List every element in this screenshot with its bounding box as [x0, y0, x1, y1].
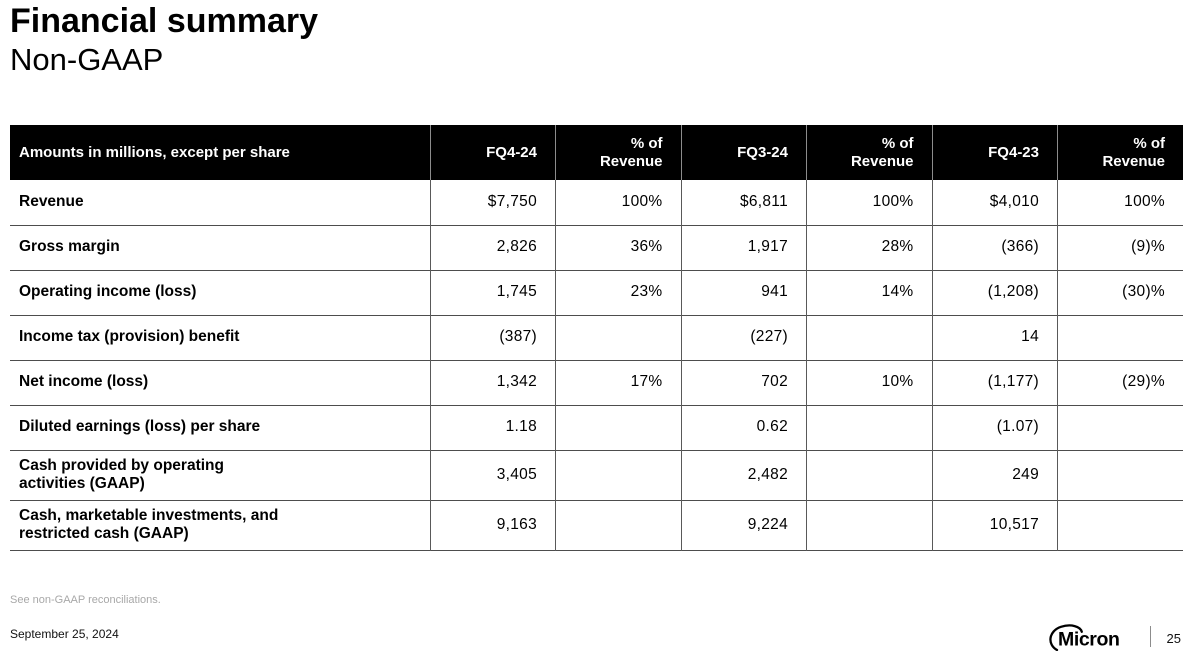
- column-header: FQ3-24: [680, 125, 807, 180]
- row-label: Gross margin: [10, 224, 430, 270]
- cell-value: (227): [680, 314, 807, 360]
- table-row: Cash provided by operating activities (G…: [10, 449, 1183, 501]
- cell-value: [555, 499, 681, 551]
- cell-value: 1,342: [429, 359, 556, 405]
- column-header: % of Revenue: [1057, 125, 1183, 180]
- table-row: Operating income (loss) 1,745 23% 941 14% (1,…: [10, 269, 1183, 315]
- cell-value: [806, 449, 932, 501]
- table-row: Cash, marketable investments, and restri…: [10, 499, 1183, 551]
- cell-value: (1.07): [931, 404, 1058, 450]
- cell-value: 702: [680, 359, 807, 405]
- table-header: Amounts in millions, except per share FQ4…: [10, 125, 1183, 180]
- cell-value: $6,811: [680, 180, 807, 225]
- cell-value: [806, 404, 932, 450]
- table-row: Revenue $7,750 100% $6,811 100% $4,010 100%: [10, 180, 1183, 225]
- table-row: Diluted earnings (loss) per share 1.18 0.6…: [10, 404, 1183, 450]
- cell-value: 3,405: [429, 449, 556, 501]
- cell-value: 1,917: [680, 224, 807, 270]
- column-header: FQ4-23: [931, 125, 1058, 180]
- slide-date: September 25, 2024: [10, 627, 119, 641]
- page-number: 25: [1166, 631, 1181, 646]
- micron-logo-icon: Micron: [1049, 624, 1120, 652]
- cell-value: [555, 449, 681, 501]
- title-block: Financial summary Non-GAAP: [10, 2, 318, 78]
- cell-value: $4,010: [931, 180, 1058, 225]
- cell-value: 249: [931, 449, 1058, 501]
- cell-value: 2,826: [429, 224, 556, 270]
- cell-value: 23%: [555, 269, 681, 315]
- page-title: Financial summary: [10, 2, 319, 40]
- column-header: FQ4-24: [429, 125, 556, 180]
- cell-value: [1057, 404, 1183, 450]
- row-label: Cash, marketable investments, and restri…: [10, 499, 430, 551]
- cell-value: (1,177): [931, 359, 1058, 405]
- row-label: Net income (loss): [10, 359, 430, 405]
- cell-value: 1.18: [429, 404, 556, 450]
- column-header: Amounts in millions, except per share: [10, 125, 430, 180]
- cell-value: 14%: [806, 269, 932, 315]
- cell-value: 36%: [555, 224, 681, 270]
- cell-value: [555, 404, 681, 450]
- row-label: Cash provided by operating activities (G…: [10, 449, 430, 501]
- cell-value: (29)%: [1057, 359, 1183, 405]
- cell-value: [1057, 449, 1183, 501]
- micron-logo: Micron: [1048, 623, 1140, 652]
- cell-value: 17%: [555, 359, 681, 405]
- cell-value: 0.62: [680, 404, 807, 450]
- cell-value: 28%: [806, 224, 932, 270]
- cell-value: $7,750: [429, 180, 556, 225]
- financial-summary-table: Amounts in millions, except per share FQ4…: [10, 125, 1183, 551]
- row-label: Revenue: [19, 192, 84, 210]
- cell-value: 10%: [806, 359, 932, 405]
- table-header-row: Amounts in millions, except per share FQ4…: [10, 125, 1183, 180]
- table-row: Gross margin 2,826 36% 1,917 28% (366) (9)%: [10, 224, 1183, 270]
- column-header: % of Revenue: [555, 125, 681, 180]
- row-label: Operating income (loss): [10, 269, 430, 315]
- cell-value: 9,224: [680, 499, 807, 551]
- cell-value: 100%: [1057, 180, 1183, 225]
- cell-value: (9)%: [1057, 224, 1183, 270]
- cell-value: (1,208): [931, 269, 1058, 315]
- cell-value: [806, 499, 932, 551]
- page-divider: [1150, 626, 1151, 647]
- cell-value: [555, 314, 681, 360]
- cell-value: [1057, 499, 1183, 551]
- financial-summary-table-wrap: Amounts in millions, except per share FQ4…: [10, 125, 1183, 551]
- row-label: Income tax (provision) benefit: [10, 314, 430, 360]
- cell-value: 100%: [806, 180, 932, 225]
- table-row: Net income (loss) 1,342 17% 702 10% (1,177) (2…: [10, 359, 1183, 405]
- table-row: Income tax (provision) benefit (387) (227)…: [10, 314, 1183, 360]
- cell-value: 9,163: [429, 499, 556, 551]
- cell-value: 1,745: [429, 269, 556, 315]
- cell-value: 941: [680, 269, 807, 315]
- logo-wordmark: Micron: [1058, 629, 1120, 651]
- table-body: Revenue $7,750 100% $6,811 100% $4,010 100% Gro…: [10, 180, 1183, 551]
- logo-swoosh-icon: [1049, 624, 1083, 652]
- cell-value: 14: [931, 314, 1058, 360]
- cell-value: 2,482: [680, 449, 807, 501]
- cell-value: (387): [429, 314, 556, 360]
- cell-value: 10,517: [931, 499, 1058, 551]
- cell-value: 100%: [555, 180, 681, 225]
- cell-value: (30)%: [1057, 269, 1183, 315]
- footnote: See non-GAAP reconciliations.: [10, 594, 161, 606]
- row-label: Diluted earnings (loss) per share: [10, 404, 430, 450]
- cell-value: [1057, 314, 1183, 360]
- column-header: % of Revenue: [806, 125, 932, 180]
- page-subtitle: Non-GAAP: [10, 42, 164, 78]
- cell-value: (366): [931, 224, 1058, 270]
- cell-value: [806, 314, 932, 360]
